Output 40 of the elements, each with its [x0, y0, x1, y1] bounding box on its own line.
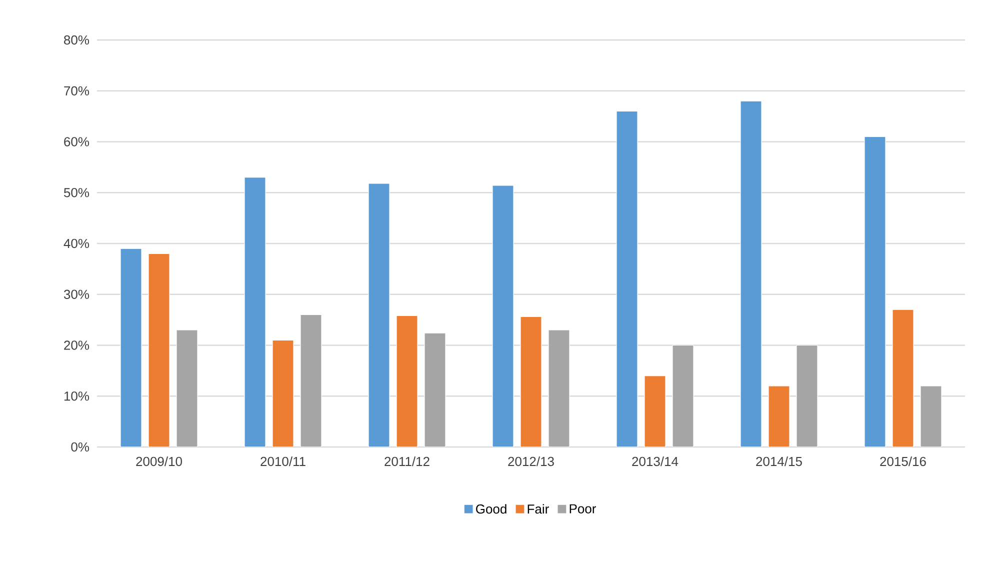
- y-tick-label: 60%: [64, 137, 90, 146]
- legend-label: Poor: [570, 504, 596, 514]
- y-tick-label: 80%: [64, 35, 90, 45]
- x-tick-label: 2015/16: [880, 456, 926, 466]
- bar: [892, 309, 914, 447]
- bar: [616, 110, 638, 447]
- legend-label: Good: [476, 504, 506, 514]
- y-tick-label: 30%: [64, 290, 90, 299]
- bar: [768, 386, 790, 447]
- y-tick-label: 0%: [71, 442, 90, 452]
- bar: [796, 344, 818, 447]
- bar: [520, 316, 542, 447]
- legend-label: Fair: [528, 504, 549, 514]
- y-tick-label: 20%: [64, 340, 90, 350]
- y-tick-label: 50%: [64, 188, 90, 198]
- bar: [424, 332, 446, 447]
- bar: [920, 386, 942, 447]
- bar: [368, 183, 390, 447]
- bar: [492, 185, 514, 447]
- bar: [300, 314, 322, 447]
- bar: [272, 340, 294, 447]
- bar: [644, 375, 666, 447]
- bar: [672, 344, 694, 447]
- bar: [120, 248, 142, 447]
- y-tick-label: 70%: [64, 86, 90, 96]
- bar: [864, 136, 886, 447]
- x-tick-label: 2011/12: [384, 456, 430, 466]
- x-tick-label: 2014/15: [756, 456, 802, 466]
- y-tick-label: 10%: [64, 392, 90, 401]
- bar: [148, 253, 170, 447]
- bar: [548, 330, 570, 447]
- x-tick-label: 2010/11: [260, 456, 306, 466]
- x-tick-label: 2012/13: [508, 456, 554, 466]
- x-tick-label: 2009/10: [136, 456, 182, 466]
- x-tick-label: 2013/14: [632, 456, 678, 466]
- bar: [740, 100, 762, 447]
- bar: [396, 315, 418, 447]
- y-tick-label: 40%: [64, 238, 90, 248]
- bar: [244, 177, 266, 447]
- bar: [176, 330, 198, 447]
